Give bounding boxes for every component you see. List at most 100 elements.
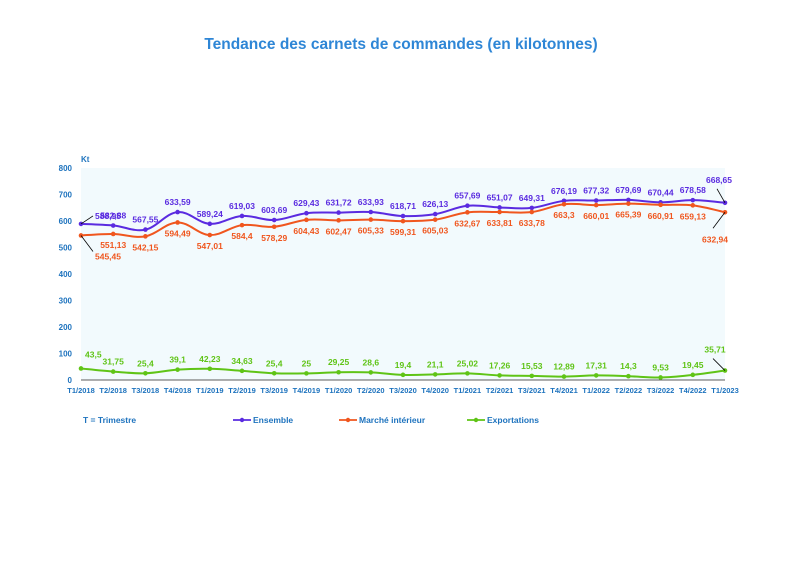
data-label-ensemble: 678,58 [680, 185, 706, 195]
x-tick-label: T4/2018 [164, 386, 192, 395]
data-label-march-int-rieur: 599,31 [390, 227, 416, 237]
data-label-ensemble: 619,03 [229, 201, 255, 211]
data-point-march-int-rieur [143, 234, 148, 239]
data-point-march-int-rieur [529, 209, 535, 215]
data-label-exportations: 9,53 [652, 362, 669, 372]
data-label-ensemble: 603,69 [261, 205, 287, 215]
data-point-exportations [239, 368, 245, 374]
x-tick-label: T1/2020 [325, 386, 353, 395]
data-label-march-int-rieur: 602,47 [326, 226, 352, 236]
data-label-ensemble: 657,69 [454, 191, 480, 201]
data-point-exportations [207, 366, 213, 372]
data-point-march-int-rieur [175, 220, 180, 225]
data-point-march-int-rieur [658, 202, 663, 208]
data-label-march-int-rieur: 578,29 [261, 233, 287, 243]
data-point-exportations [175, 367, 180, 372]
data-label-exportations: 43,5 [85, 349, 102, 359]
leader-line [80, 235, 94, 252]
x-tick-label: T1/2019 [196, 386, 224, 395]
data-point-ensemble [400, 213, 406, 219]
data-point-ensemble [207, 221, 213, 227]
data-point-exportations [658, 375, 663, 380]
data-point-march-int-rieur [110, 231, 116, 237]
data-point-march-int-rieur [239, 222, 245, 228]
data-point-march-int-rieur [432, 217, 438, 222]
data-point-ensemble [143, 227, 148, 232]
data-point-march-int-rieur [400, 218, 406, 224]
data-point-march-int-rieur [271, 224, 277, 230]
data-point-march-int-rieur [304, 217, 309, 223]
data-point-march-int-rieur [626, 201, 631, 206]
data-label-ensemble: 668,65 [706, 175, 732, 185]
data-point-exportations [626, 373, 631, 379]
x-tick-label: T1/2018 [67, 386, 95, 395]
data-label-march-int-rieur: 605,33 [358, 226, 384, 236]
data-point-ensemble [465, 203, 470, 209]
data-label-march-int-rieur: 594,49 [165, 228, 191, 238]
legend-marker-march-int-rieur [345, 417, 351, 423]
data-label-exportations: 25,4 [137, 358, 154, 368]
data-label-exportations: 39,1 [169, 355, 186, 365]
y-tick-label: 600 [59, 217, 73, 226]
x-tick-label: T1/2023 [711, 386, 739, 395]
x-tick-label: T1/2022 [582, 386, 610, 395]
data-label-exportations: 14,3 [620, 361, 637, 371]
leader-line [712, 358, 726, 371]
data-label-exportations: 17,31 [586, 360, 608, 370]
data-point-march-int-rieur [690, 203, 696, 208]
y-tick-label: 700 [59, 191, 73, 200]
data-point-ensemble [626, 197, 631, 203]
y-tick-label: 500 [59, 244, 73, 253]
data-label-exportations: 42,23 [199, 354, 221, 364]
data-point-march-int-rieur [207, 232, 213, 238]
data-label-march-int-rieur: 665,39 [615, 210, 641, 220]
x-tick-label: T2/2018 [99, 386, 127, 395]
data-point-exportations [304, 371, 309, 376]
data-point-ensemble [368, 209, 374, 215]
y-tick-label: 300 [59, 297, 73, 306]
y-tick-label: 400 [59, 270, 73, 279]
data-label-exportations: 35,71 [704, 345, 726, 355]
x-tick-label: T4/2019 [293, 386, 321, 395]
data-label-march-int-rieur: 632,67 [454, 218, 480, 228]
y-tick-label: 200 [59, 323, 73, 332]
data-point-ensemble [561, 198, 567, 204]
data-label-exportations: 19,4 [395, 360, 412, 370]
data-label-march-int-rieur: 584,4 [231, 231, 253, 241]
data-label-ensemble: 651,07 [487, 192, 513, 202]
data-label-march-int-rieur: 659,13 [680, 211, 706, 221]
data-point-exportations [465, 371, 470, 376]
data-point-exportations [368, 370, 374, 375]
x-tick-label: T3/2022 [647, 386, 675, 395]
data-point-ensemble [175, 209, 180, 215]
x-tick-label: T3/2021 [518, 386, 546, 395]
data-point-ensemble [336, 210, 341, 215]
data-label-march-int-rieur: 660,01 [583, 211, 609, 221]
data-point-exportations [690, 372, 696, 378]
data-point-exportations [593, 373, 599, 378]
data-point-ensemble [690, 197, 696, 203]
x-tick-label: T2/2021 [486, 386, 514, 395]
data-point-march-int-rieur [336, 218, 341, 223]
leader-line [80, 215, 94, 225]
data-label-exportations: 17,26 [489, 360, 511, 370]
data-point-ensemble [271, 217, 277, 223]
data-point-exportations [78, 366, 84, 371]
y-tick-label: 800 [59, 164, 73, 173]
data-label-exportations: 25 [302, 358, 312, 368]
data-label-ensemble: 633,93 [358, 197, 384, 207]
x-tick-label: T4/2020 [421, 386, 449, 395]
data-label-march-int-rieur: 632,94 [702, 234, 728, 244]
legend-label-march-int-rieur: Marché intérieur [359, 415, 426, 425]
data-label-ensemble: 629,43 [293, 198, 319, 208]
data-point-exportations [110, 369, 116, 374]
data-point-ensemble [593, 198, 599, 203]
data-point-exportations [143, 370, 148, 376]
y-axis-unit-label: Kt [81, 155, 90, 164]
data-label-exportations: 31,75 [103, 357, 125, 367]
data-point-exportations [336, 369, 341, 375]
data-point-exportations [400, 372, 406, 378]
data-label-ensemble: 618,71 [390, 201, 416, 211]
x-tick-label: T1/2021 [454, 386, 482, 395]
